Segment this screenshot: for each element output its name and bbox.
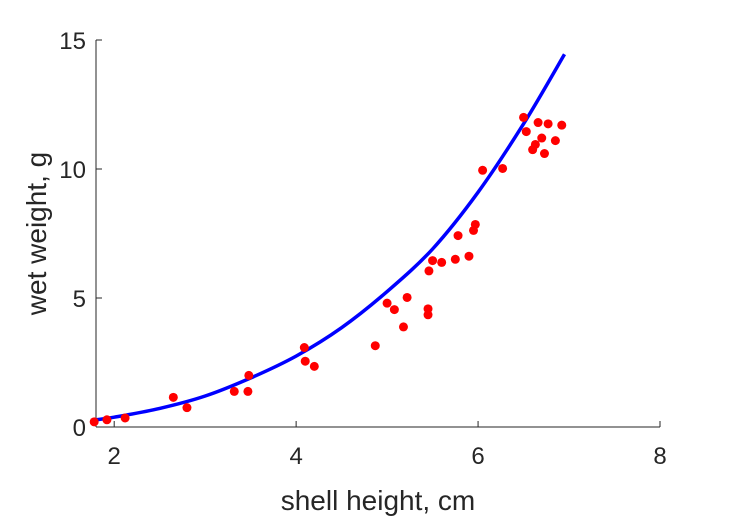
- y-tick-label: 0: [73, 415, 86, 442]
- data-point: [244, 370, 254, 380]
- data-point: [243, 386, 253, 396]
- data-point: [453, 231, 463, 241]
- data-point: [521, 127, 531, 137]
- data-point: [424, 266, 434, 276]
- data-point: [402, 292, 412, 302]
- data-points-layer: [89, 112, 567, 427]
- data-point: [89, 417, 99, 427]
- x-axis-title: shell height, cm: [281, 485, 476, 516]
- fit-curve: [95, 53, 567, 422]
- y-tick-label: 15: [59, 28, 86, 55]
- data-point: [398, 322, 408, 332]
- x-tick-label: 8: [653, 443, 666, 470]
- x-tick-label: 6: [471, 443, 484, 470]
- data-point: [478, 165, 488, 175]
- data-point: [557, 120, 567, 130]
- tick-labels-layer: 2 4 6 8 0 5 10 15: [59, 28, 666, 470]
- data-point: [382, 298, 392, 308]
- y-axis-title: wet weight, g: [21, 152, 52, 316]
- data-point: [537, 133, 547, 143]
- data-point: [300, 356, 310, 366]
- data-point: [519, 112, 529, 122]
- data-point: [423, 304, 433, 314]
- data-point: [450, 254, 460, 264]
- data-point: [168, 392, 178, 402]
- data-point: [102, 415, 112, 425]
- data-point: [530, 139, 540, 149]
- fit-curve-layer: [95, 53, 567, 422]
- data-point: [299, 343, 309, 353]
- data-point: [309, 361, 319, 371]
- data-point: [389, 305, 399, 315]
- data-point: [428, 256, 438, 266]
- axes: [95, 39, 661, 428]
- data-point: [370, 341, 380, 351]
- data-point: [543, 119, 553, 129]
- data-point: [229, 386, 239, 396]
- data-point: [550, 136, 560, 146]
- x-tick-label: 4: [289, 443, 302, 470]
- data-point: [470, 219, 480, 229]
- y-tick-label: 10: [59, 157, 86, 184]
- x-tick-label: 2: [108, 443, 121, 470]
- data-point: [533, 118, 543, 128]
- data-point: [539, 149, 549, 159]
- data-point: [464, 251, 474, 261]
- data-point: [498, 163, 508, 173]
- data-point: [437, 257, 447, 267]
- data-point: [120, 413, 130, 423]
- y-tick-label: 5: [73, 286, 86, 313]
- data-point: [182, 403, 192, 413]
